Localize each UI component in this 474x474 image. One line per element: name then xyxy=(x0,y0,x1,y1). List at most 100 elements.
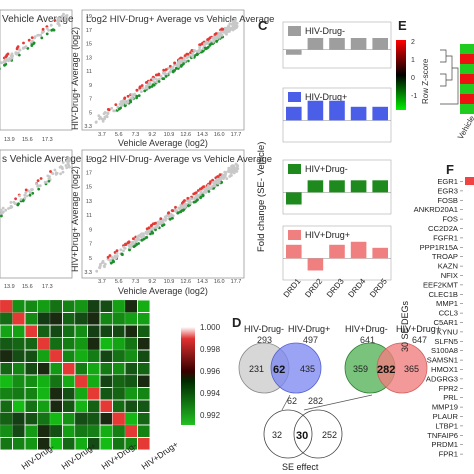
heatmap-cell xyxy=(74,337,88,351)
scatter-point xyxy=(194,191,198,195)
heatmap-scale-tick: 0.996 xyxy=(200,367,221,376)
heatmap-cell xyxy=(124,424,138,438)
venn-diagram-1: HIV-Drug- HIV-Drug+ 293 497 231 62 435 xyxy=(238,324,330,394)
zscore-cell xyxy=(460,84,474,94)
heatmap-cell xyxy=(137,312,151,326)
heatmap-cell xyxy=(124,362,138,376)
scatter-point xyxy=(191,55,195,59)
scatter-point xyxy=(213,184,217,188)
scatter-point xyxy=(167,211,170,215)
x-tick-label: 16.0 xyxy=(214,279,225,285)
heatmap-cell xyxy=(24,424,38,438)
scatter-point xyxy=(129,243,133,247)
x-tick-label: 17.7 xyxy=(231,132,242,138)
scatter-point xyxy=(103,111,107,114)
heatmap-cell xyxy=(24,349,38,363)
legend-label: HIV+Drug- xyxy=(305,164,348,174)
heatmap-cell xyxy=(112,412,126,426)
heatmap-cell xyxy=(112,424,126,438)
scatter-point xyxy=(27,189,30,193)
scatter-point xyxy=(216,34,219,38)
scatter-point xyxy=(37,184,40,188)
heatmap-cell xyxy=(0,387,13,401)
scatter-point xyxy=(231,164,234,168)
gene-label: EEF2KMT xyxy=(423,280,458,289)
y-tick-label: 19 xyxy=(86,14,92,20)
scatter-point xyxy=(154,226,157,229)
heatmap-cell xyxy=(99,349,113,363)
heatmap-cell xyxy=(87,387,101,401)
scatter-point xyxy=(186,52,190,56)
scatter-point xyxy=(60,17,63,21)
scatter-point xyxy=(54,173,58,176)
heatmap-cell xyxy=(74,412,88,426)
scatter-point xyxy=(182,56,186,60)
heatmap-cell xyxy=(37,399,51,413)
heatmap-cell xyxy=(49,337,63,351)
bar xyxy=(350,106,367,121)
heatmap-scale-tick: 0.994 xyxy=(200,389,221,398)
scatter-plot-3-tick: 15.6 xyxy=(22,284,33,290)
scatter-point xyxy=(133,244,137,248)
scatter-point xyxy=(159,217,163,221)
heatmap-cell xyxy=(62,412,76,426)
gene-heat-cell xyxy=(465,177,474,185)
scatter-point xyxy=(133,92,137,96)
y-tick-label: 9 xyxy=(89,227,92,233)
x-tick-label: 3.7 xyxy=(98,132,106,138)
bar xyxy=(307,38,324,50)
heatmap-cell xyxy=(112,387,126,401)
heatmap-cell xyxy=(112,299,126,313)
heatmap-cell xyxy=(24,299,38,313)
scatter-point xyxy=(224,27,228,30)
heatmap-cell xyxy=(137,424,151,438)
scatter-point xyxy=(186,59,190,63)
venn2-a-total: 641 xyxy=(360,335,375,345)
scatter-point xyxy=(4,55,8,59)
scatter-point xyxy=(179,210,183,214)
zscore-tick: -1 xyxy=(411,93,417,100)
bar xyxy=(329,38,345,50)
panel-d-letter: D xyxy=(232,315,241,330)
venn2-a-label: HIV+Drug- xyxy=(345,324,388,334)
scatter-point xyxy=(198,45,202,49)
scatter-point xyxy=(58,24,61,27)
scatter-point xyxy=(40,36,44,40)
panel-c-ylabel: Fold change (SE- Vehicle) xyxy=(256,142,267,252)
panel-e: E 2 1 0 -1 Row Z-score Vehicle xyxy=(396,18,474,141)
scatter-point xyxy=(176,211,180,215)
scatter-point xyxy=(150,230,154,234)
scatter-point xyxy=(50,28,54,32)
heatmap-cell xyxy=(87,424,101,438)
zscore-tick: 0 xyxy=(411,75,415,82)
heatmap-scale-tick: 0.998 xyxy=(200,345,221,354)
x-tick-label: 10.9 xyxy=(164,132,175,138)
scatter-point xyxy=(62,12,65,16)
heatmap-cell xyxy=(24,374,38,388)
scatter-point xyxy=(114,103,118,106)
zscore-tick: 1 xyxy=(411,57,415,64)
scatter-point xyxy=(94,121,98,124)
heatmap-colorbar: 1.000 0.998 0.996 0.994 0.992 xyxy=(181,323,221,425)
scatter-point xyxy=(183,205,187,209)
scatter-point xyxy=(142,235,146,238)
scatter-point xyxy=(210,185,213,189)
scatter-point xyxy=(45,27,49,30)
gene-label: ANKRD20A1 xyxy=(414,205,458,214)
heatmap-cell xyxy=(12,399,26,413)
scatter-point xyxy=(184,202,187,206)
scatter-point xyxy=(39,33,42,37)
heatmap-cell xyxy=(24,337,38,351)
scatter-point xyxy=(27,38,31,42)
bar xyxy=(372,106,388,121)
scatter-point xyxy=(51,172,55,176)
scatter-point xyxy=(122,249,125,253)
scatter-point xyxy=(221,27,225,31)
scatter-point xyxy=(226,170,230,173)
scatter-point xyxy=(161,224,164,228)
heatmap-cell xyxy=(112,337,126,351)
scatter-point xyxy=(66,160,70,164)
scatter-point xyxy=(109,261,113,265)
scatter-point xyxy=(155,80,158,84)
scatter-point xyxy=(149,224,153,228)
